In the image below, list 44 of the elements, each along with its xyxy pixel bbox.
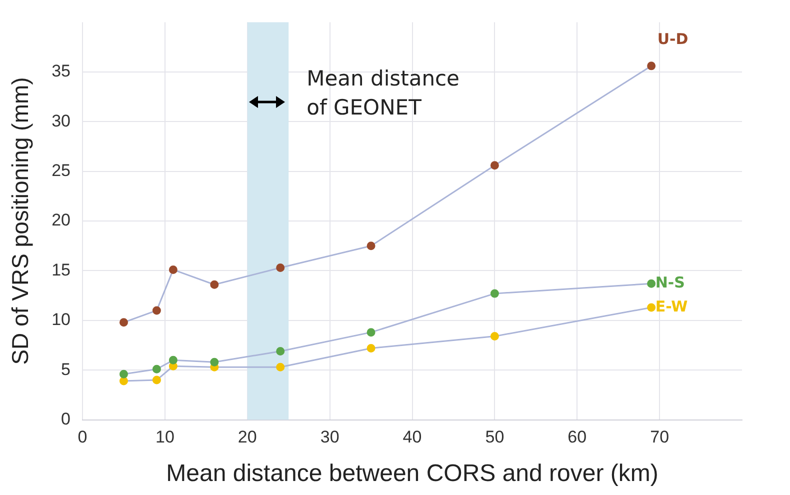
y-tick-label: 15 [52, 260, 71, 280]
x-tick-label: 50 [485, 428, 504, 447]
point [490, 289, 499, 298]
point [168, 265, 178, 274]
x-tick-label: 0 [78, 428, 88, 447]
x-tick-label: 10 [155, 428, 174, 447]
y-tick-label: 20 [52, 210, 71, 230]
point [119, 376, 128, 386]
point [152, 306, 161, 315]
point [152, 376, 161, 384]
y-tick-label: 30 [52, 111, 71, 130]
point [210, 280, 219, 289]
point [152, 364, 161, 374]
point [119, 370, 128, 378]
point [276, 263, 285, 272]
y-tick-label: 35 [52, 62, 71, 81]
point [647, 303, 656, 312]
point [366, 328, 376, 337]
y-tick-label: 25 [52, 160, 71, 180]
series-label: E-W [655, 297, 688, 316]
y-tick-label: 0 [61, 409, 71, 428]
x-tick-label: 70 [650, 428, 670, 447]
point [210, 358, 219, 366]
y-axis-title: SD of VRS positioning (mm) [7, 77, 34, 365]
x-tick-label: 30 [320, 428, 340, 447]
point [276, 362, 285, 372]
point [490, 332, 499, 341]
point [647, 279, 656, 288]
x-tick-label: 40 [402, 428, 422, 447]
band-label: Mean distance of GEONET [306, 66, 460, 120]
point [168, 356, 178, 364]
series-label: N-S [655, 274, 685, 292]
point [119, 318, 128, 327]
x-axis-title: Mean distance between CORS and rover (km) [166, 460, 658, 488]
point [276, 346, 285, 356]
point [366, 344, 376, 352]
point [490, 161, 499, 170]
series-label: U-D [657, 30, 688, 48]
x-tick-label: 60 [568, 428, 587, 447]
point [366, 242, 376, 250]
y-tick-label: 10 [52, 310, 71, 330]
point [647, 62, 656, 70]
x-tick-label: 20 [238, 428, 257, 447]
y-tick-label: 5 [61, 360, 71, 379]
